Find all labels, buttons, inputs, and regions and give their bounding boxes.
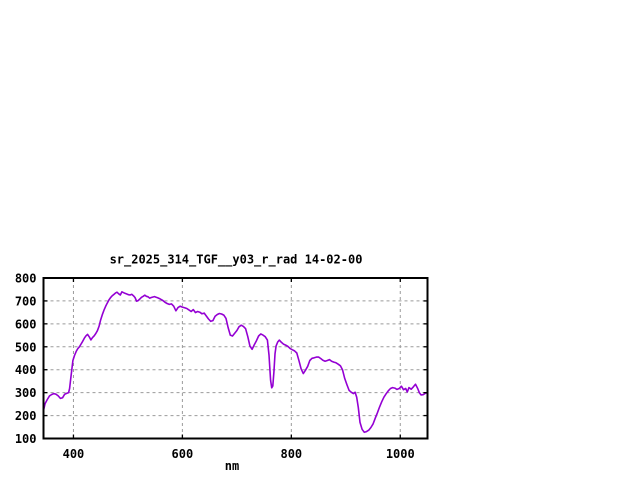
x-tick-label: 400 [63, 447, 85, 461]
spectral-curve [43, 290, 429, 434]
plot-frame [42, 277, 429, 440]
y-tick-label: 700 [15, 294, 37, 308]
y-tick-label: 600 [15, 317, 37, 331]
x-tick-label: 600 [172, 447, 194, 461]
chart-title: sr_2025_314_TGF__y03_r_rad 14-02-00 [110, 253, 363, 268]
x-tick-labels: 400 600 800 1000 [63, 447, 415, 461]
x-tick-label: 800 [280, 447, 302, 461]
y-tick-labels: 100 200 300 400 500 600 700 800 [15, 272, 37, 447]
y-tick-label: 300 [15, 386, 37, 400]
x-axis-label: nm [225, 459, 239, 473]
grid [44, 279, 427, 438]
y-tick-label: 400 [15, 363, 37, 377]
y-tick-label: 200 [15, 409, 37, 423]
y-tick-label: 100 [15, 432, 37, 446]
tick-marks [43, 277, 428, 440]
y-tick-label: 500 [15, 340, 37, 354]
x-tick-label: 1000 [386, 447, 415, 461]
y-tick-label: 800 [15, 272, 37, 286]
